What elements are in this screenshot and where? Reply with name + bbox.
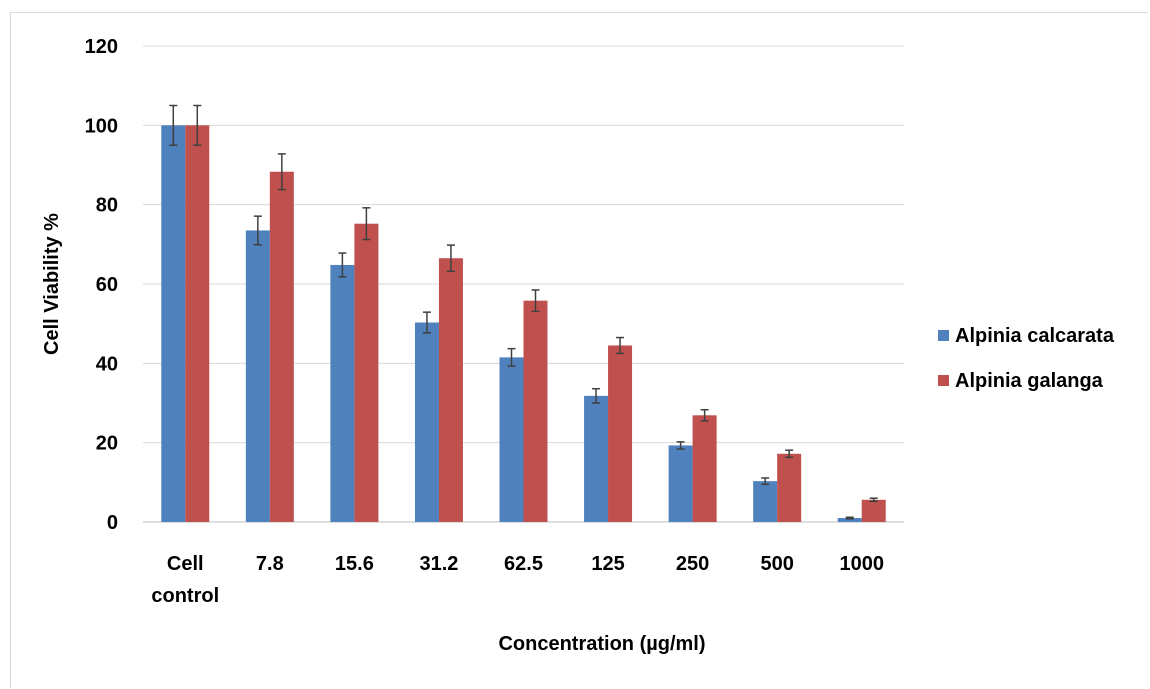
bar: [354, 223, 379, 522]
bar: [837, 518, 862, 522]
x-tick-label: 125: [591, 553, 624, 575]
y-tick-label: 40: [96, 353, 118, 375]
bar: [608, 345, 633, 522]
x-tick-label: 15.6: [335, 553, 374, 575]
bar: [269, 171, 294, 522]
x-axis-tick-labels: Cell control 7.8 15.6 31.2 62.5 125 250 500 1000: [151, 553, 884, 607]
error-bars: [169, 104, 878, 520]
x-tick-label: 31.2: [419, 553, 458, 575]
x-tick-label: 500: [760, 553, 793, 575]
bar: [438, 258, 463, 522]
x-tick-label: 62.5: [504, 553, 543, 575]
y-tick-label: 0: [107, 512, 118, 534]
bar: [330, 264, 355, 522]
y-tick-label: 100: [85, 115, 118, 137]
bar: [523, 300, 548, 522]
x-axis-title: Concentration (µg/ml): [498, 633, 705, 655]
x-tick-label: Cell: [167, 553, 204, 575]
legend-swatch: [938, 375, 949, 386]
bar: [499, 357, 524, 522]
y-tick-label: 120: [85, 36, 118, 58]
bar: [861, 499, 886, 522]
bar: [245, 230, 270, 522]
x-tick-label: 7.8: [256, 553, 284, 575]
bar: [668, 445, 693, 522]
y-tick-label: 20: [96, 433, 118, 455]
y-axis-title: Cell Viability %: [41, 213, 63, 355]
y-tick-label: 80: [96, 195, 118, 217]
bar: [185, 125, 210, 522]
bar: [161, 125, 186, 522]
y-tick-label: 60: [96, 274, 118, 296]
x-tick-label: 1000: [839, 553, 884, 575]
legend-label: Alpinia galanga: [955, 370, 1104, 392]
y-axis-tick-labels: 0 20 40 60 80 100 120: [85, 36, 118, 534]
chart-frame: [10, 12, 1148, 688]
x-tick-label: 250: [676, 553, 709, 575]
legend-swatch: [938, 330, 949, 341]
legend: Alpinia calcarata Alpinia galanga: [938, 325, 1115, 392]
bar: [414, 322, 439, 522]
bar: [584, 395, 609, 522]
bar: [692, 415, 717, 522]
legend-label: Alpinia calcarata: [955, 325, 1115, 347]
bars: [161, 125, 886, 522]
bar: [753, 481, 778, 522]
bar: [777, 453, 802, 522]
x-tick-label: control: [151, 585, 219, 607]
